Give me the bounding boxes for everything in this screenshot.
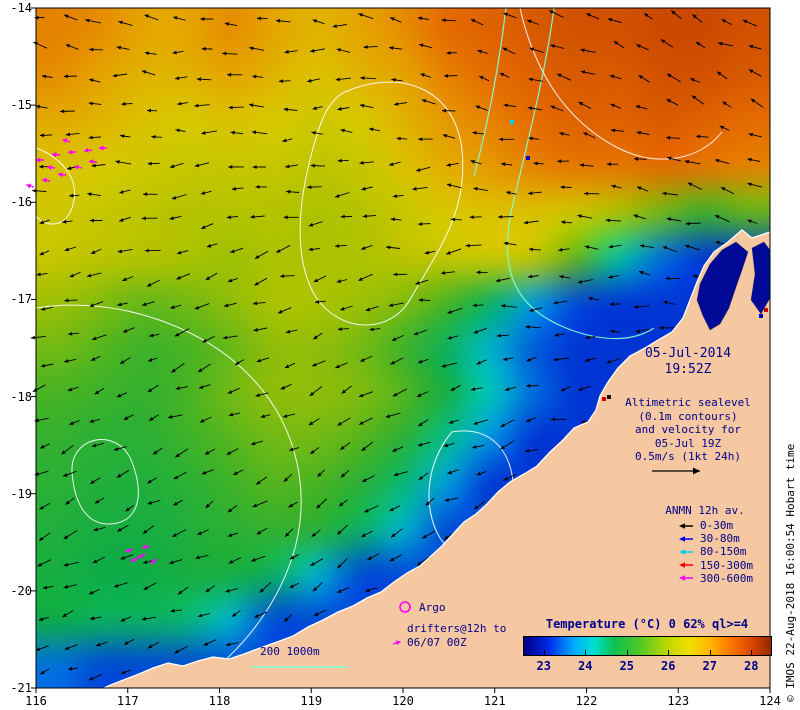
depth-arrow-icon [679,522,693,529]
anmn-legend-item: 30-80m [676,532,753,545]
colorbar-tick-label: 27 [702,659,717,673]
datetime-annotation: 05-Jul-2014 19:52Z [626,346,750,378]
argo-label: Argo [419,601,446,614]
colorbar-tick-label: 23 [536,659,551,673]
y-tick-label: -20 [10,583,32,598]
date-text: 05-Jul-2014 [644,346,732,361]
coastline [103,229,771,689]
x-tick-label: 123 [667,694,690,708]
altimetric-contours [35,7,723,689]
y-tick-label: -15 [10,98,32,113]
altimetric-note-line: Altimetric sealevel [625,396,751,409]
colorbar-tick-mark [626,650,628,655]
x-tick-label: 119 [300,694,323,708]
x-tick-label: 116 [25,694,47,708]
anmn-legend: 0-30m 30-80m 80-150m 150-300m 300-600m [676,519,753,585]
bathymetry-label: 200 1000m [260,645,320,658]
colorbar-tick-mark [585,650,587,655]
altimetric-note-line: 0.5m/s (1kt 24h) [635,450,741,463]
land-polygon [104,230,770,688]
depth-arrow-icon [679,575,693,582]
colorbar-title: Temperature (°C) 0 62% ql>=4 [545,617,749,631]
y-tick-label: -19 [10,486,32,501]
anmn-depth-label: 80-150m [700,545,747,559]
x-tick-label: 117 [116,694,139,708]
depth-arrow-icon [679,549,693,555]
x-tick-label: 118 [208,694,231,708]
anmn-legend-item: 0-30m [676,519,753,532]
anmn-depth-label: 300-600m [700,571,753,585]
time-text: 19:52Z [664,362,712,377]
x-tick-label: 124 [759,694,781,708]
axis-tick-marks [31,7,771,693]
gulf-water [696,241,771,331]
anmn-depth-label: 30-80m [700,532,740,546]
colorbar-tick-mark [668,650,670,655]
mooring-markers [510,120,768,401]
y-tick-label: -17 [10,292,32,307]
colorbar-tick-label: 28 [744,659,759,673]
drifters-label-line2: 06/07 00Z [407,635,467,649]
x-tick-label: 120 [392,694,414,708]
anmn-legend-title: ANMN 12h av. [665,504,745,517]
depth-arrow-icon [679,535,693,542]
y-tick-label: -21 [10,681,32,695]
y-tick-label: -14 [10,1,32,15]
altimetric-note-line: 05-Jul 19Z [654,436,722,450]
colorbar-tick-label: 24 [578,659,593,673]
y-tick-label: -18 [10,389,32,404]
anmn-legend-item: 300-600m [676,572,753,585]
y-tick-label: -16 [10,195,32,210]
drifter-arrows [26,138,401,646]
colorbar-tick-label: 26 [661,659,676,673]
drifters-label-line1: drifters@12h to [407,622,507,635]
anmn-legend-item: 150-300m [676,559,753,572]
depth-arrow-icon [679,562,693,568]
altimetric-note-line: and velocity for [635,423,741,436]
velocity-scale-arrow [652,467,700,475]
x-tick-label: 122 [575,694,598,708]
anmn-legend-item: 80-150m [676,545,753,558]
colorbar-tick-mark [709,650,711,655]
argo-marker [399,601,411,613]
altimetric-note-line: (0.1m contours) [638,409,738,423]
colorbar-tick-mark [751,650,753,655]
colorbar-tick-label: 25 [619,659,634,673]
colorbar-gradient [523,636,772,656]
bathymetry-contours [473,7,655,340]
anmn-depth-label: 0-30m [700,519,734,533]
drifters-label: drifters@12h to 06/07 00Z [407,622,506,649]
altimetric-note: Altimetric sealevel (0.1m contours) and ve… [620,396,756,464]
copyright-sidenote: © IMOS 22-Aug-2018 16:00:54 Hobart time [784,443,797,702]
x-tick-label: 121 [483,694,506,708]
anmn-depth-label: 150-300m [700,558,753,572]
colorbar-tick-mark [543,650,545,655]
